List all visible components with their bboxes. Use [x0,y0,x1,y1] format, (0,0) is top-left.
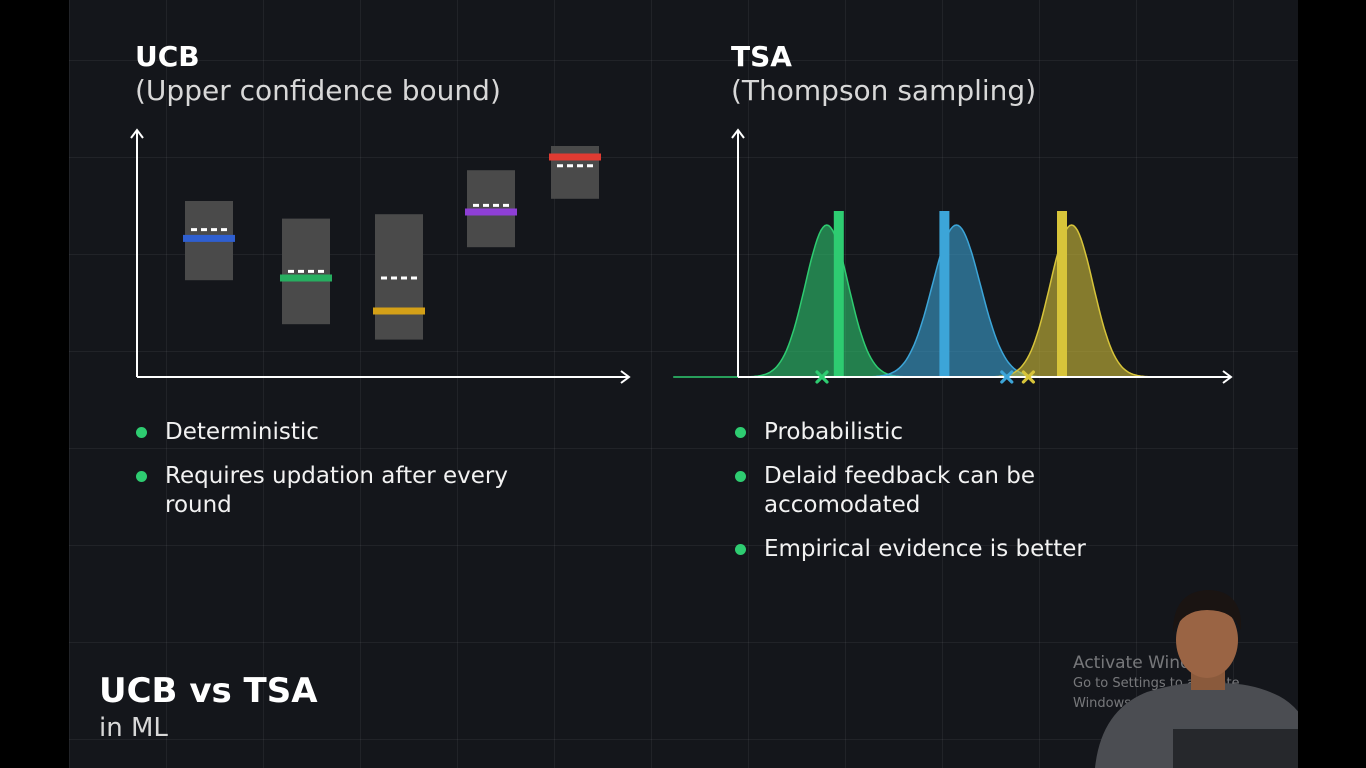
ucb-diagram [130,128,631,384]
tsa-heading: TSA (Thompson sampling) [731,40,1036,108]
footer-title: UCB vs TSA in ML [99,670,318,744]
ucb-bound-marker [280,274,332,282]
tsa-bullet: Empirical evidence is better [735,535,1175,564]
footer-subtitle: in ML [99,713,168,743]
ucb-subtitle: (Upper confidence bound) [135,74,501,107]
tsa-sample-cross [815,370,829,384]
ucb-bound-marker [183,234,235,242]
footer-main-title: UCB vs TSA [99,671,318,711]
ucb-bullet: Requires updation after every round [136,462,576,520]
ucb-title: UCB [135,40,200,73]
tsa-diagram [673,128,1233,384]
ucb-axes [130,128,631,384]
slide: UCB (Upper confidence bound) TSA (Thomps… [69,0,1298,768]
tsa-sample-cross [1021,370,1035,384]
tsa-samples [815,370,1035,384]
presenter-face [1176,602,1238,678]
tsa-y-arrow [731,128,745,139]
laptop-edge [1173,726,1298,729]
tsa-subtitle: (Thompson sampling) [731,74,1037,107]
ucb-marks [183,146,601,340]
tsa-x-arrow [1222,370,1233,384]
ucb-heading: UCB (Upper confidence bound) [135,40,501,108]
tsa-bullet: Delaid feedback can be accomodated [735,462,1104,520]
ucb-bound-marker [373,307,425,315]
tsa-mean-bar [1057,211,1067,377]
tsa-bullet: Probabilistic [735,418,1175,447]
ucb-bullet: Deterministic [136,418,576,447]
ucb-bound-marker [549,153,601,161]
ucb-y-arrow [130,128,144,139]
presenter-video-overlay [1095,590,1298,768]
presenter-hair [1173,590,1242,632]
tsa-title: TSA [731,40,792,73]
tsa-bullet-list: Probabilistic Delaid feedback can be acc… [735,418,1175,579]
tsa-mean-bar [939,211,950,377]
tsa-sample-cross [1000,370,1014,384]
tsa-marks [673,211,1226,378]
tsa-mean-bar [833,211,844,377]
ucb-x-arrow [620,370,631,384]
ucb-bound-marker [465,208,517,216]
ucb-bullet-list: Deterministic Requires updation after ev… [136,418,576,535]
laptop [1173,726,1298,768]
